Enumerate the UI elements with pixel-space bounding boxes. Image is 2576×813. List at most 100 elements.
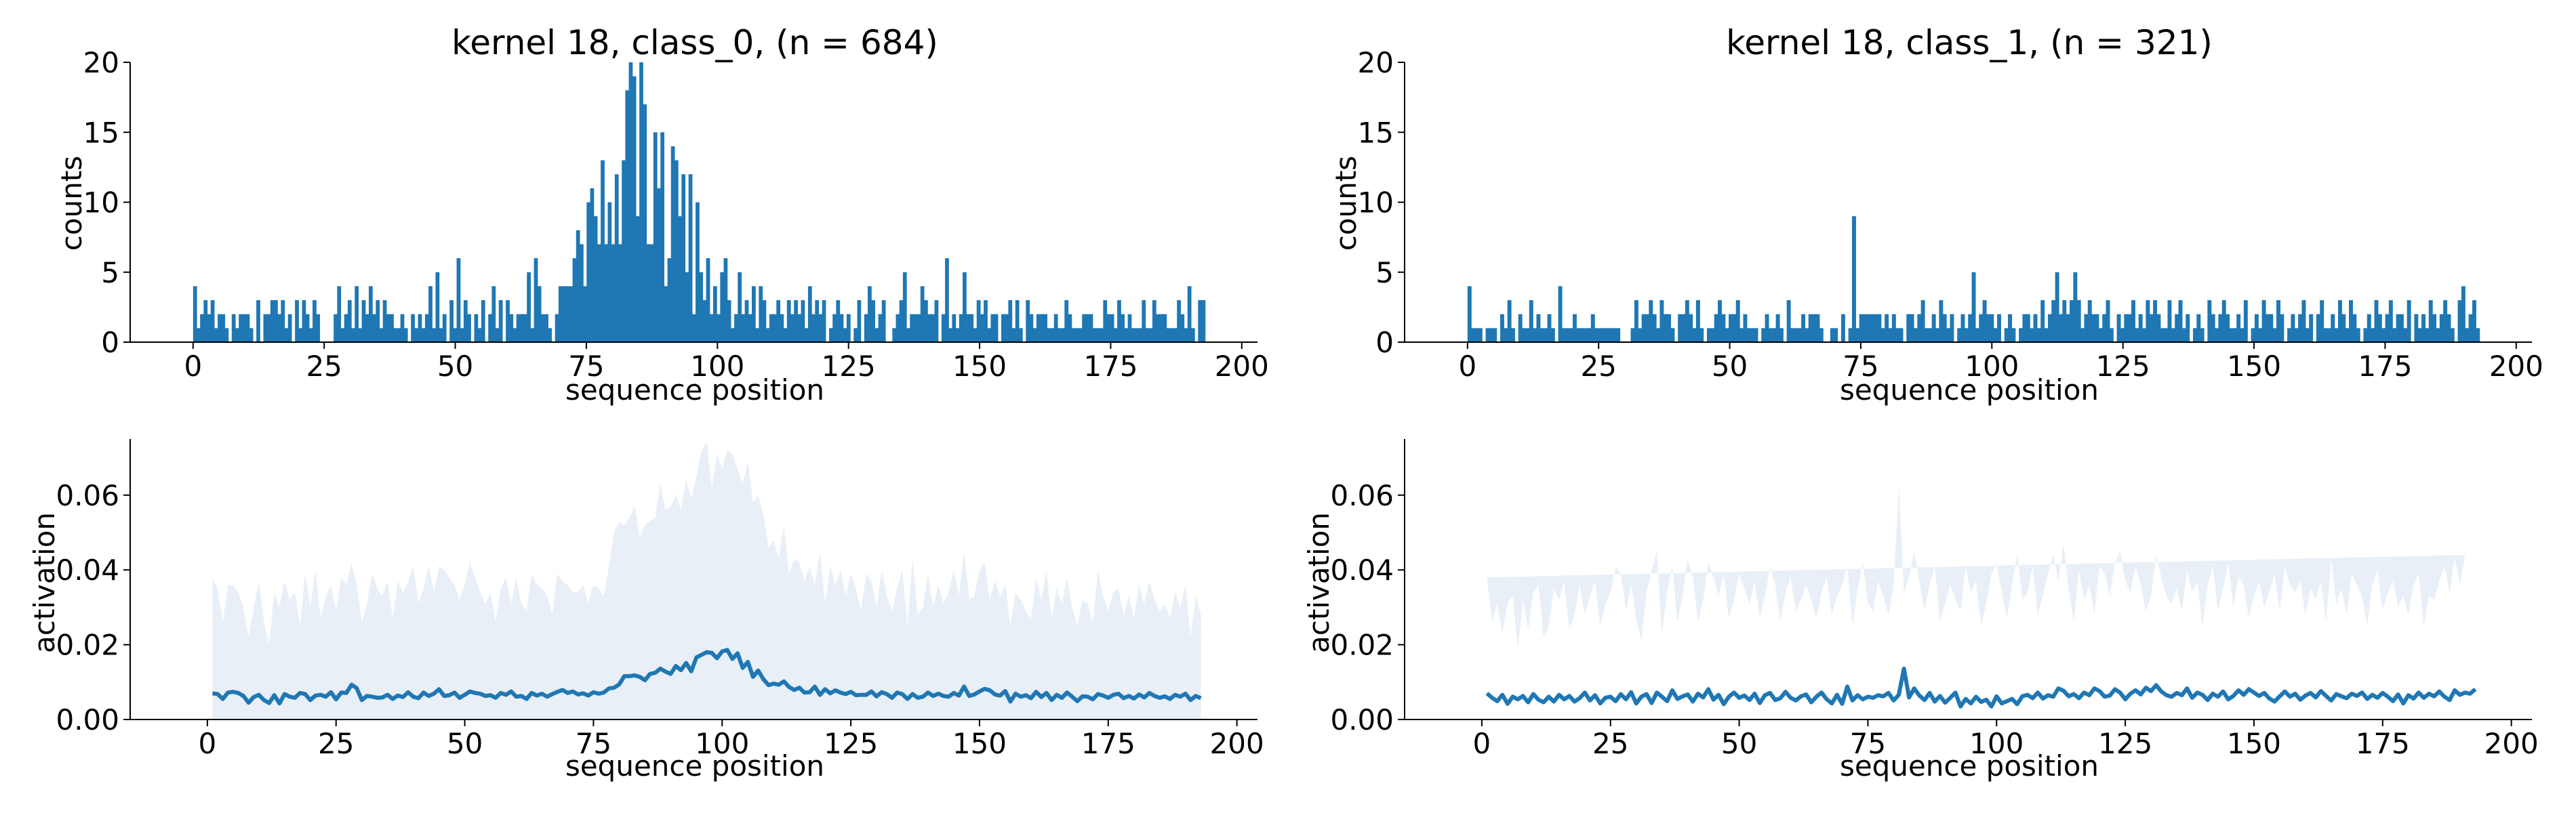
histogram-bar xyxy=(723,258,728,342)
histogram-bar xyxy=(984,300,988,342)
histogram-bar xyxy=(1190,328,1195,342)
histogram-bar xyxy=(913,314,918,342)
histogram-bar xyxy=(2472,300,2476,342)
histogram-bar xyxy=(414,328,419,342)
histogram-bar xyxy=(1859,314,1864,342)
histogram-bar xyxy=(2374,300,2379,342)
histogram-bar xyxy=(2047,314,2052,342)
histogram-bar xyxy=(2095,314,2099,342)
histogram-bar xyxy=(1550,328,1555,342)
histogram-bar xyxy=(1692,328,1697,342)
x-tick-label: 200 xyxy=(2484,727,2539,760)
histogram-bar xyxy=(1015,300,1020,342)
histogram-bar xyxy=(2026,314,2030,342)
histogram-bar xyxy=(2070,300,2074,342)
histogram-bar xyxy=(2341,314,2346,342)
histogram-bar xyxy=(2388,300,2393,342)
histogram-bar xyxy=(456,258,461,342)
y-tick-label: 0.06 xyxy=(56,479,119,512)
x-tick-label: 100 xyxy=(690,350,744,383)
y-tick-label: 15 xyxy=(83,116,119,149)
histogram-bar xyxy=(1018,328,1023,342)
histogram-bar xyxy=(2417,328,2422,342)
histogram-bar xyxy=(1891,314,1896,342)
histogram-bar xyxy=(308,328,313,342)
histogram-bar xyxy=(1169,328,1174,342)
histogram-bar xyxy=(1971,272,1976,342)
histogram-bar xyxy=(878,314,883,342)
histogram-bar xyxy=(1746,328,1751,342)
histogram-bar xyxy=(1187,286,1192,342)
histogram-bar xyxy=(948,328,953,342)
histogram-bar xyxy=(1467,286,1472,342)
histogram-bar xyxy=(2167,300,2172,342)
histogram-bar xyxy=(1522,328,1527,342)
histogram-bar xyxy=(2091,314,2096,342)
histogram-bar xyxy=(2414,314,2419,342)
histogram-bar xyxy=(769,314,773,342)
histogram-bar xyxy=(1993,328,1998,342)
histogram-bar xyxy=(706,258,710,342)
histogram-bar xyxy=(1590,314,1595,342)
histogram-bar xyxy=(1569,328,1573,342)
histogram-bar xyxy=(2226,314,2230,342)
histogram-bar xyxy=(403,328,408,342)
histogram-bar xyxy=(614,174,619,342)
y-tick-label: 5 xyxy=(101,256,119,289)
histogram-bar xyxy=(1946,328,1951,342)
histogram-bar xyxy=(1743,314,1748,342)
histogram-bar xyxy=(786,300,791,342)
histogram-bar xyxy=(2337,300,2342,342)
histogram-bar xyxy=(818,314,823,342)
histogram-bar xyxy=(548,328,552,342)
histogram-bar xyxy=(902,272,907,342)
histogram-bar xyxy=(646,244,651,342)
histogram-bar xyxy=(382,300,387,342)
histogram-bar xyxy=(759,286,763,342)
histogram-bar xyxy=(836,300,841,342)
histogram-bar xyxy=(2036,328,2041,342)
histogram-bar xyxy=(1732,314,1737,342)
x-tick-label: 125 xyxy=(2096,350,2150,383)
histogram-bar xyxy=(506,300,510,342)
histogram-bar xyxy=(231,314,236,342)
histogram-bar xyxy=(1812,314,1817,342)
histogram-bar xyxy=(2367,314,2371,342)
histogram-bar xyxy=(923,300,928,342)
histogram-bar xyxy=(572,258,577,342)
histogram-bar xyxy=(1885,314,1889,342)
histogram-bar xyxy=(1131,328,1135,342)
histogram-bar xyxy=(2160,328,2165,342)
histogram-bar xyxy=(2066,314,2070,342)
histogram-bar xyxy=(1587,328,1592,342)
histogram-bar xyxy=(1830,328,1834,342)
histogram-bar xyxy=(931,314,935,342)
histogram-bar xyxy=(245,314,250,342)
histogram-bar xyxy=(625,90,630,343)
histogram-bar xyxy=(604,244,609,342)
histogram-bar xyxy=(762,300,767,342)
histogram-bar xyxy=(2298,314,2303,342)
histogram-bar xyxy=(519,314,524,342)
y-axis-label: counts xyxy=(1329,156,1363,251)
histogram-bar xyxy=(1558,286,1563,342)
histogram-bar xyxy=(990,314,995,342)
histogram-bar xyxy=(287,314,292,342)
histogram-bar xyxy=(734,314,738,342)
histogram-bar xyxy=(214,328,218,342)
histogram-bar xyxy=(2062,300,2067,342)
x-tick-label: 25 xyxy=(318,727,354,760)
histogram-bar xyxy=(2287,328,2292,342)
histogram-bar xyxy=(1032,328,1037,342)
histogram-bar xyxy=(1061,328,1065,342)
histogram-bar xyxy=(994,314,999,342)
histogram-bar xyxy=(1053,314,1058,342)
histogram-bar xyxy=(218,314,222,342)
histogram-bar xyxy=(1163,314,1167,342)
histogram-bar xyxy=(2363,328,2368,342)
histogram-bar xyxy=(685,272,689,342)
histogram-bar xyxy=(2030,328,2034,342)
histogram-bar xyxy=(1071,328,1076,342)
histogram-bar xyxy=(1634,300,1638,342)
histogram-bar xyxy=(313,300,317,342)
